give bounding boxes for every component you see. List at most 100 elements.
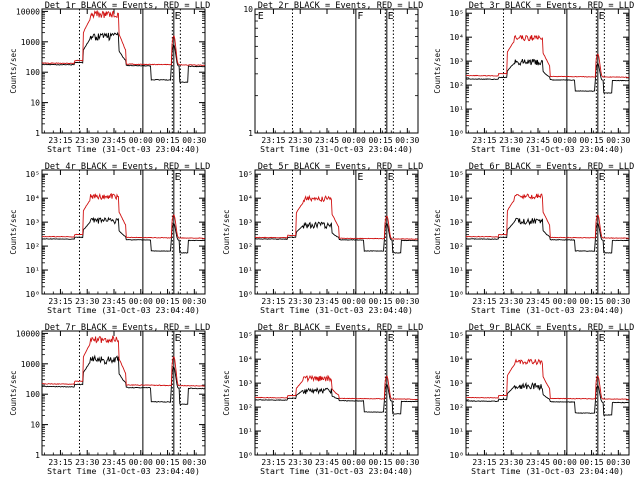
x-tick-label: 23:30	[288, 136, 312, 145]
panel-det-3: Det 3r BLACK = Events, RED = LLD 10⁰ 10¹ 10…	[433, 1, 634, 154]
y-tick-label: 10³	[450, 57, 464, 66]
series-events-line	[465, 58, 629, 94]
y-axis-label: Counts/sec	[222, 209, 231, 254]
y-axis-label: Counts/sec	[433, 370, 442, 415]
x-tick-label: 23:15	[472, 458, 496, 467]
y-tick-label: 100	[26, 68, 41, 77]
y-tick-label: 10²	[450, 81, 464, 90]
y-tick-label: 10⁰	[450, 129, 464, 138]
y-tick-label: 10¹	[450, 105, 464, 114]
time-marker-label: E	[258, 11, 264, 22]
panel-det-5: Det 5r BLACK = Events, RED = LLD 10⁰ 10¹ 10…	[222, 162, 423, 315]
y-tick-label: 1	[35, 451, 40, 460]
x-tick-label: 23:30	[75, 136, 99, 145]
time-marker-label: E	[388, 333, 394, 344]
x-tick-label: 00:30	[606, 458, 630, 467]
panel-title: Det 6r BLACK = Events, RED = LLD	[469, 162, 635, 172]
x-tick-label: 00:15	[580, 297, 604, 306]
x-tick-label: 23:15	[472, 297, 496, 306]
y-tick-label: 10¹	[450, 427, 464, 436]
x-tick-label: 00:00	[553, 297, 577, 306]
y-tick-label: 10⁵	[450, 9, 464, 18]
x-tick-label: 00:15	[369, 136, 393, 145]
x-tick-label: 23:15	[48, 136, 72, 145]
series-lld-line	[465, 358, 629, 400]
y-tick-label: 1000	[21, 38, 40, 47]
y-tick-label: 10³	[26, 218, 40, 227]
y-tick-label: 100	[26, 390, 41, 399]
x-tick-label: 00:30	[606, 297, 630, 306]
y-tick-label: 10⁴	[26, 194, 40, 203]
series-lld-line	[465, 34, 629, 78]
series-events-line	[465, 217, 629, 254]
panel-title: Det 7r BLACK = Events, RED = LLD	[45, 323, 211, 333]
x-axis-label: Start Time (31-Oct-03 23:04:40)	[471, 305, 624, 315]
x-tick-label: 23:45	[315, 297, 339, 306]
x-tick-label: 00:15	[369, 458, 393, 467]
y-tick-label: 10²	[26, 242, 40, 251]
x-tick-label: 00:00	[129, 458, 153, 467]
x-tick-label: 00:00	[342, 458, 366, 467]
x-tick-label: 23:15	[261, 458, 285, 467]
series-events-line	[254, 221, 418, 254]
x-tick-label: 23:30	[499, 136, 523, 145]
time-marker-label: E	[175, 333, 181, 344]
time-marker-label: E	[388, 172, 394, 183]
x-tick-label: 23:30	[75, 458, 99, 467]
x-tick-label: 23:30	[288, 458, 312, 467]
x-tick-label: 23:30	[499, 458, 523, 467]
series-lld-line	[41, 335, 205, 387]
y-tick-label: 10	[30, 99, 40, 108]
time-marker-label: E	[599, 11, 605, 22]
y-axis-label: Counts/sec	[433, 209, 442, 254]
y-axis-label: Counts/sec	[433, 48, 442, 93]
x-axis-label: Start Time (31-Oct-03 23:04:40)	[47, 466, 200, 476]
plot-frame	[254, 8, 419, 134]
x-tick-label: 23:45	[102, 458, 126, 467]
panel-title: Det 1r BLACK = Events, RED = LLD	[45, 1, 211, 11]
panel-det-1: Det 1r BLACK = Events, RED = LLD 1 10 100 10…	[9, 1, 210, 154]
x-tick-label: 00:15	[156, 297, 180, 306]
x-tick-label: 23:15	[48, 458, 72, 467]
y-tick-label: 10³	[239, 218, 253, 227]
series-events-line	[41, 354, 205, 405]
panel-title: Det 3r BLACK = Events, RED = LLD	[469, 1, 635, 11]
x-tick-label: 23:45	[526, 458, 550, 467]
x-tick-label: 00:30	[182, 136, 206, 145]
panel-det-2: Det 2r BLACK = Events, RED = LLD 1 10 23:15…	[243, 1, 423, 154]
x-tick-label: 23:45	[315, 458, 339, 467]
series-lld-line	[465, 193, 629, 239]
panel-det-8: Det 8r BLACK = Events, RED = LLD 10⁰ 10¹ 10…	[222, 323, 423, 476]
x-tick-label: 00:00	[129, 297, 153, 306]
y-tick-label: 10⁵	[239, 331, 253, 340]
y-tick-label: 1000	[21, 360, 40, 369]
x-axis-label: Start Time (31-Oct-03 23:04:40)	[47, 305, 200, 315]
y-tick-label: 10	[30, 421, 40, 430]
y-tick-label: 10²	[450, 242, 464, 251]
y-tick-label: 10¹	[239, 266, 253, 275]
x-tick-label: 00:15	[156, 136, 180, 145]
y-tick-label: 10⁵	[450, 170, 464, 179]
x-tick-label: 23:15	[48, 297, 72, 306]
x-tick-label: 23:30	[499, 297, 523, 306]
x-tick-label: 23:15	[261, 136, 285, 145]
y-tick-label: 10⁴	[450, 355, 464, 364]
y-tick-label: 10¹	[450, 266, 464, 275]
panel-det-4: Det 4r BLACK = Events, RED = LLD 10⁰ 10¹ 10…	[9, 162, 210, 315]
x-tick-label: 00:00	[129, 136, 153, 145]
y-tick-label: 10⁰	[239, 451, 253, 460]
series-lld-line	[254, 374, 418, 400]
x-tick-label: 00:15	[369, 297, 393, 306]
x-tick-label: 23:45	[102, 297, 126, 306]
series-events-line	[42, 31, 205, 84]
y-tick-label: 10⁵	[450, 331, 464, 340]
y-tick-label: 10⁴	[450, 194, 464, 203]
x-tick-label: 00:30	[182, 297, 206, 306]
y-tick-label: 10¹	[26, 266, 40, 275]
y-tick-label: 10³	[239, 379, 253, 388]
y-tick-label: 10¹	[239, 427, 253, 436]
time-marker-label: E	[175, 172, 181, 183]
x-tick-label: 23:45	[315, 136, 339, 145]
